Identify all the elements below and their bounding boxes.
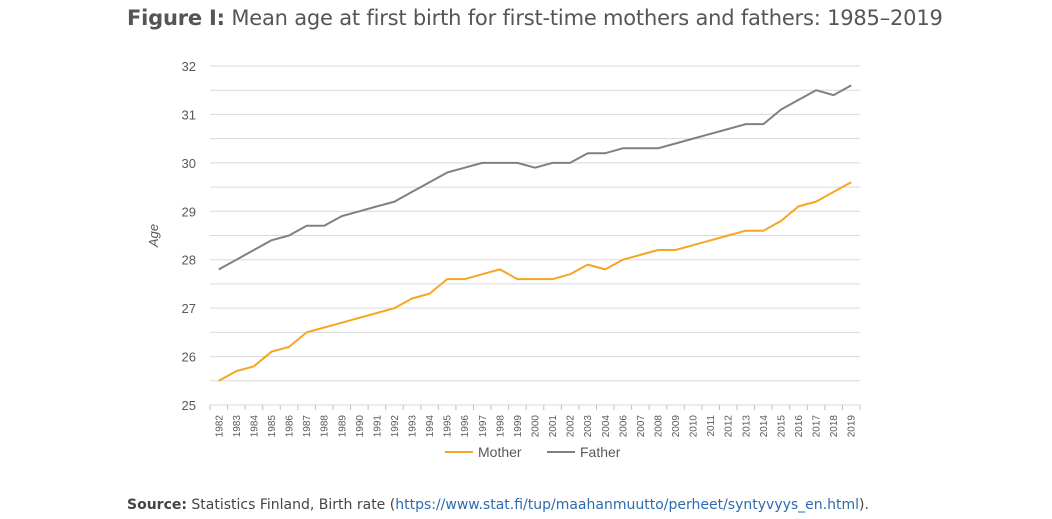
- x-tick-label: 2008: [653, 415, 664, 438]
- legend-label-mother: Mother: [478, 444, 522, 460]
- source-link[interactable]: https://www.stat.fi/tup/maahanmuutto/per…: [395, 497, 860, 513]
- y-tick-label: 29: [182, 204, 196, 219]
- y-tick-label: 26: [182, 350, 196, 365]
- x-tick-label: 1995: [443, 415, 454, 438]
- x-tick-label: 2018: [829, 415, 840, 438]
- x-tick-label: 2017: [812, 415, 823, 438]
- x-tick-label: 2019: [847, 415, 858, 438]
- x-tick-label: 1990: [355, 415, 366, 438]
- x-tick-label: 1999: [513, 415, 524, 438]
- x-tick-label: 2002: [566, 415, 577, 438]
- y-tick-label: 25: [182, 398, 196, 413]
- x-tick-label: 1987: [302, 415, 313, 438]
- x-tick-label: 2010: [689, 415, 700, 438]
- source-suffix: ).: [859, 497, 869, 513]
- x-tick-label: 2007: [636, 415, 647, 438]
- x-tick-label: 1988: [320, 415, 331, 438]
- x-tick-label: 1994: [425, 415, 436, 438]
- x-tick-label: 1984: [249, 415, 260, 438]
- x-tick-label: 1983: [232, 415, 243, 438]
- y-axis-label: Age: [146, 224, 161, 248]
- x-tick-label: 1982: [214, 415, 225, 438]
- x-tick-label: 2016: [794, 415, 805, 438]
- legend-label-father: Father: [580, 444, 621, 460]
- x-tick-label: 2013: [741, 415, 752, 438]
- x-tick-label: 2004: [601, 415, 612, 438]
- series-line-father: [218, 84, 852, 271]
- x-tick-label: 2009: [671, 415, 682, 438]
- x-tick-label: 1998: [495, 415, 506, 438]
- x-tick-label: 2014: [759, 415, 770, 438]
- x-tick-label: 1992: [390, 415, 401, 438]
- x-tick-label: 1993: [408, 415, 419, 438]
- x-tick-label: 1991: [372, 415, 383, 438]
- x-tick-label: 2000: [531, 415, 542, 438]
- x-tick-label: 1985: [267, 415, 278, 438]
- x-tick-label: 2012: [724, 415, 735, 438]
- source-note: Source: Statistics Finland, Birth rate (…: [127, 497, 869, 513]
- x-tick-label: 2015: [776, 415, 787, 438]
- x-tick-label: 2001: [548, 415, 559, 438]
- y-tick-label: 31: [182, 107, 196, 122]
- x-tick-label: 1996: [460, 415, 471, 438]
- y-tick-label: 28: [182, 253, 196, 268]
- x-tick-label: 1986: [285, 415, 296, 438]
- x-tick-label: 2006: [618, 415, 629, 438]
- x-tick-label: 1997: [478, 415, 489, 438]
- source-text: Statistics Finland, Birth rate (: [191, 497, 396, 513]
- source-label: Source:: [127, 497, 187, 513]
- y-tick-label: 27: [182, 301, 196, 316]
- y-tick-label: 30: [182, 156, 196, 171]
- y-tick-label: 32: [182, 59, 196, 74]
- figure-title-text: Mean age at first birth for first-time m…: [231, 6, 943, 30]
- series-line-mother: [218, 181, 852, 382]
- x-tick-label: 2003: [583, 415, 594, 438]
- figure-title: Figure I: Mean age at first birth for fi…: [127, 6, 943, 30]
- x-tick-label: 2011: [706, 415, 717, 437]
- x-tick-label: 1989: [337, 415, 348, 438]
- figure-label: Figure I:: [127, 6, 225, 30]
